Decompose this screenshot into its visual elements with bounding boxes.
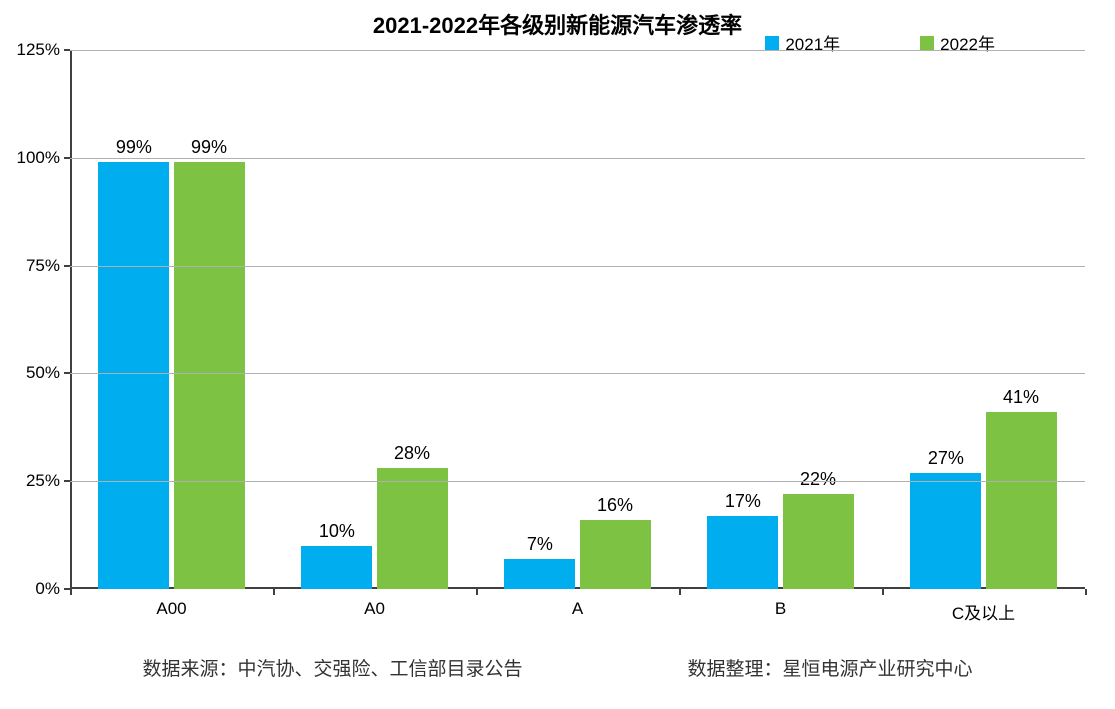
x-tick-mark <box>882 589 884 595</box>
y-tick-mark <box>64 372 70 374</box>
x-category-label: B <box>775 589 786 619</box>
bar: 28% <box>377 468 448 589</box>
bar: 27% <box>910 473 981 589</box>
y-tick-mark <box>64 157 70 159</box>
x-category-label: A00 <box>156 589 186 619</box>
x-tick-mark <box>273 589 275 595</box>
x-category-label: A0 <box>364 589 385 619</box>
plot-area: 99%99%10%28%7%16%17%22%27%41% 0%25%50%75… <box>70 50 1085 589</box>
y-tick-label: 100% <box>17 148 70 168</box>
x-tick-mark <box>679 589 681 595</box>
gridline <box>70 50 1085 51</box>
bar: 7% <box>504 559 575 589</box>
bar-value-label: 10% <box>319 521 355 546</box>
gridline <box>70 373 1085 374</box>
chart-container: 2021-2022年各级别新能源汽车渗透率 2021年2022年 99%99%1… <box>0 0 1115 709</box>
data-source-label: 数据来源：中汽协、交强险、工信部目录公告 <box>142 654 522 681</box>
bar: 10% <box>301 546 372 589</box>
x-tick-mark <box>1085 589 1087 595</box>
gridline <box>70 481 1085 482</box>
x-tick-mark <box>476 589 478 595</box>
data-compiled-label: 数据整理：星恒电源产业研究中心 <box>687 654 972 681</box>
bar: 17% <box>707 516 778 589</box>
bar-value-label: 16% <box>597 495 633 520</box>
x-tick-mark <box>70 589 72 595</box>
bar-value-label: 41% <box>1003 387 1039 412</box>
y-tick-mark <box>64 49 70 51</box>
bar: 99% <box>174 162 245 589</box>
chart-footer: 数据来源：中汽协、交强险、工信部目录公告 数据整理：星恒电源产业研究中心 <box>0 654 1115 681</box>
bar: 16% <box>580 520 651 589</box>
bar-value-label: 27% <box>928 448 964 473</box>
bar: 41% <box>986 412 1057 589</box>
bar: 99% <box>98 162 169 589</box>
bar-value-label: 17% <box>725 491 761 516</box>
y-tick-mark <box>64 265 70 267</box>
gridline <box>70 158 1085 159</box>
bar-value-label: 7% <box>527 534 553 559</box>
x-category-label: C及以上 <box>952 589 1015 624</box>
y-tick-mark <box>64 480 70 482</box>
x-category-label: A <box>572 589 583 619</box>
bars-layer: 99%99%10%28%7%16%17%22%27%41% <box>70 50 1085 589</box>
gridline <box>70 266 1085 267</box>
legend-swatch-icon <box>765 36 779 50</box>
legend-swatch-icon <box>920 36 934 50</box>
bar-value-label: 28% <box>394 443 430 468</box>
bar: 22% <box>783 494 854 589</box>
y-tick-label: 125% <box>17 40 70 60</box>
